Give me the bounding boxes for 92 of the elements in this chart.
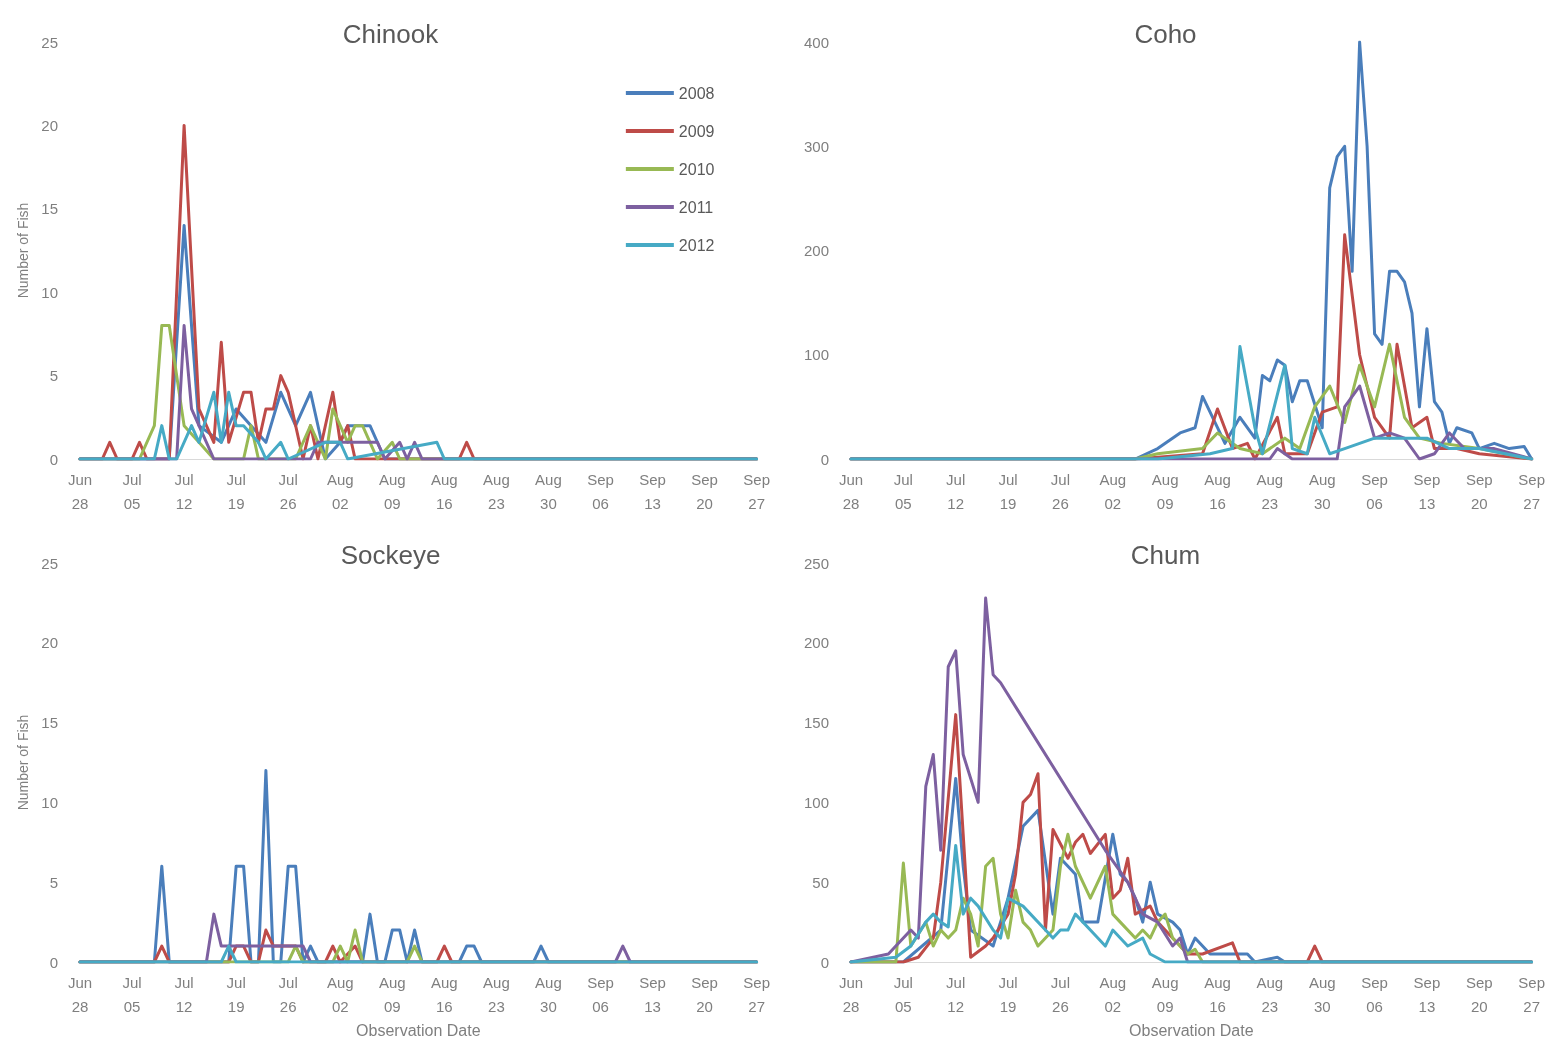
x-tick-label: Sep 13	[639, 973, 666, 1015]
x-tick-label: Jun 28	[67, 470, 93, 512]
x-tick-label: Sep 13	[1413, 973, 1441, 1015]
x-tick-label: Jul 26	[1050, 973, 1071, 1015]
x-tick-label: Aug 09	[378, 973, 406, 1015]
x-tick-label: Jul 12	[946, 470, 966, 512]
x-tick-label: Sep 20	[1465, 973, 1493, 1015]
legend-label: 2011	[678, 198, 714, 216]
x-tick-label: Jul 26	[1050, 470, 1071, 512]
x-tick-label: Jun 28	[838, 470, 864, 512]
legend-label: 2009	[678, 122, 715, 140]
x-tick-label: Jul 12	[174, 470, 194, 512]
y-tick-label: 100	[803, 346, 829, 364]
x-tick-label: Aug 23	[483, 470, 510, 512]
y-tick-label: 15	[41, 714, 58, 732]
x-tick-label: Aug 16	[431, 973, 458, 1015]
x-tick-label: Aug 16	[431, 470, 458, 512]
x-tick-label: Sep 13	[639, 470, 666, 512]
y-tick-label: 20	[41, 116, 58, 134]
y-tick-label: 100	[803, 793, 829, 811]
x-tick-label: Aug 16	[1204, 470, 1231, 512]
x-tick-label: Sep 27	[1518, 470, 1546, 512]
chart-title: Sockeye	[340, 540, 441, 570]
x-tick-label: Aug 16	[1204, 973, 1231, 1015]
x-tick-label: Aug 23	[1256, 470, 1284, 512]
y-tick-label: 5	[49, 367, 58, 385]
x-tick-label: Sep 27	[743, 470, 771, 512]
legend-label: 2012	[678, 236, 715, 254]
x-tick-label: Aug 09	[1151, 973, 1179, 1015]
chart-title: Coho	[1134, 19, 1197, 49]
x-tick-label: Sep 06	[587, 470, 614, 512]
y-tick-label: 0	[820, 953, 829, 971]
y-tick-label: 50	[812, 873, 829, 891]
x-tick-label: Jun 28	[67, 973, 93, 1015]
x-tick-label: Aug 30	[1308, 470, 1336, 512]
y-tick-label: 25	[41, 554, 58, 572]
x-tick-label: Sep 27	[1518, 973, 1546, 1015]
x-tick-label: Jul 26	[278, 973, 298, 1015]
x-tick-label: Aug 02	[326, 973, 354, 1015]
y-tick-label: 10	[41, 793, 58, 811]
legend-label: 2010	[678, 160, 715, 178]
y-tick-label: 400	[803, 33, 829, 51]
y-tick-label: 150	[803, 714, 829, 732]
x-tick-label: Aug 30	[1308, 973, 1336, 1015]
x-tick-label: Aug 02	[326, 470, 354, 512]
x-tick-label: Sep 20	[691, 470, 718, 512]
x-tick-label: Jul 05	[893, 470, 913, 512]
x-tick-label: Aug 09	[378, 470, 406, 512]
x-tick-label: Aug 02	[1099, 470, 1127, 512]
x-tick-label: Jul 26	[278, 470, 298, 512]
x-tick-label: Jul 05	[893, 973, 913, 1015]
y-tick-label: 0	[820, 450, 829, 468]
x-tick-label: Sep 06	[587, 973, 614, 1015]
y-tick-label: 300	[803, 137, 829, 155]
x-tick-label: Aug 23	[483, 973, 510, 1015]
x-axis-title: Observation Date	[356, 1022, 481, 1040]
y-axis-title: Number of Fish	[15, 202, 31, 299]
y-tick-label: 15	[41, 200, 58, 218]
x-tick-label: Aug 23	[1256, 973, 1284, 1015]
y-tick-label: 25	[41, 33, 58, 51]
x-tick-label: Aug 30	[535, 973, 562, 1015]
x-tick-label: Jul 05	[122, 470, 142, 512]
x-tick-label: Sep 27	[743, 973, 771, 1015]
y-tick-label: 10	[41, 283, 58, 301]
x-tick-label: Jul 19	[998, 470, 1018, 512]
x-tick-label: Aug 02	[1099, 973, 1127, 1015]
chart-title: Chum	[1130, 540, 1201, 570]
x-tick-label: Jul 19	[998, 973, 1018, 1015]
x-axis-title: Observation Date	[1129, 1022, 1254, 1040]
y-tick-label: 200	[803, 242, 829, 259]
y-tick-label: 5	[49, 873, 58, 891]
x-tick-label: Jul 12	[946, 973, 966, 1015]
y-tick-label: 0	[49, 953, 58, 971]
x-tick-label: Jul 12	[174, 973, 194, 1015]
x-tick-label: Sep 20	[691, 973, 718, 1015]
y-tick-label: 0	[49, 450, 58, 468]
x-tick-label: Sep 13	[1413, 470, 1441, 512]
y-axis-title: Number of Fish	[15, 714, 31, 811]
y-tick-label: 250	[803, 554, 829, 572]
x-tick-label: Jun 28	[838, 973, 864, 1015]
x-tick-label: Sep 20	[1465, 470, 1493, 512]
x-tick-label: Aug 09	[1151, 470, 1179, 512]
x-tick-label: Jul 19	[226, 470, 246, 512]
legend-label: 2008	[678, 84, 715, 102]
y-tick-label: 20	[41, 634, 58, 652]
x-tick-label: Jul 19	[226, 973, 246, 1015]
y-tick-label: 200	[803, 634, 829, 652]
chart-title: Chinook	[342, 19, 440, 49]
x-tick-label: Aug 30	[535, 470, 562, 512]
x-tick-label: Sep 06	[1361, 973, 1388, 1015]
x-tick-label: Jul 05	[122, 973, 142, 1015]
x-tick-label: Sep 06	[1361, 470, 1388, 512]
